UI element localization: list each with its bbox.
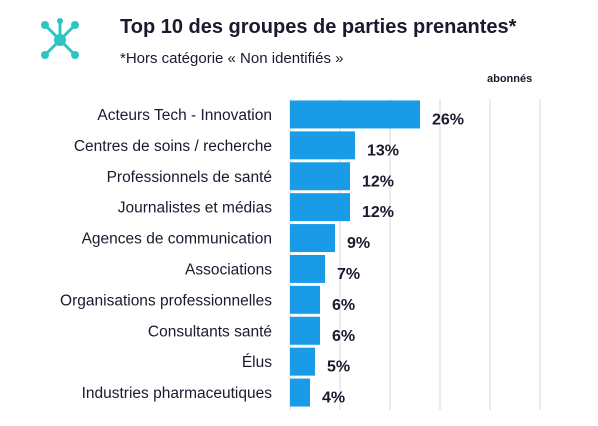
bar (290, 254, 325, 283)
category-label: Industries pharmaceutiques (82, 385, 273, 402)
network-node-icon (41, 18, 79, 59)
data-label: 26% (432, 111, 464, 128)
bar (290, 347, 315, 376)
series-name-label: abonnés (487, 73, 533, 85)
category-label: Associations (185, 261, 272, 278)
chart-title: Top 10 des groupes de parties prenantes* (120, 16, 517, 38)
data-label: 4% (322, 390, 345, 407)
category-label: Consultants santé (148, 323, 272, 340)
data-label: 12% (362, 173, 394, 190)
category-label: Centres de soins / recherche (74, 138, 272, 155)
bar (290, 131, 355, 160)
bar (290, 316, 320, 345)
data-label: 12% (362, 204, 394, 221)
category-label: Agences de communication (82, 231, 272, 248)
bar (290, 193, 350, 222)
bar (290, 285, 320, 314)
bar (290, 224, 335, 253)
data-label: 7% (337, 266, 360, 283)
bar (290, 100, 420, 129)
data-label: 9% (347, 235, 370, 252)
category-label: Organisations professionnelles (60, 292, 272, 309)
bar (290, 378, 310, 407)
category-label: Journalistes et médias (118, 200, 272, 217)
data-label: 13% (367, 142, 399, 159)
category-label: Acteurs Tech - Innovation (97, 107, 272, 124)
data-label: 6% (332, 328, 355, 345)
chart-subtitle: *Hors catégorie « Non identifiés » (120, 50, 344, 67)
data-label: 5% (327, 359, 350, 376)
category-label: Professionnels de santé (107, 169, 272, 186)
data-label: 6% (332, 297, 355, 314)
category-label: Élus (242, 354, 272, 371)
bar (290, 162, 350, 191)
